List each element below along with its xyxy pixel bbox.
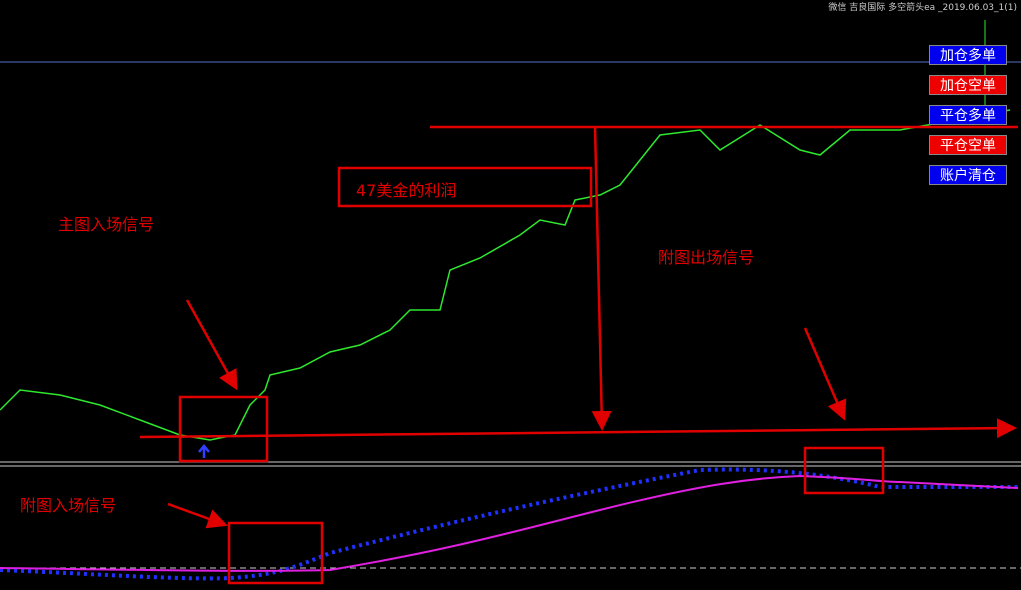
indicator-dots: [0, 467, 1018, 581]
pointer-arrow: [803, 327, 847, 421]
annotation: 主图入场信号: [58, 215, 155, 234]
annotation: 附图入场信号: [20, 496, 117, 515]
button[interactable]: 账户清仓: [929, 165, 1007, 185]
profit-arrow: [591, 126, 612, 431]
button[interactable]: 平仓多单: [929, 105, 1007, 125]
window-title: 微信 吉良国际 多空箭头ea _2019.06.03_1(1): [828, 3, 1017, 13]
button[interactable]: 加仓多单: [929, 45, 1007, 65]
pointer-arrow: [185, 299, 238, 391]
highlight-box: [803, 446, 885, 495]
highlight-box: [337, 166, 593, 208]
highlight-box: [227, 521, 324, 585]
entry-arrow: [198, 444, 210, 458]
price-path: [0, 109, 1011, 441]
highlight-box: [178, 395, 269, 463]
indicator-line: [0, 474, 1019, 572]
pointer-arrow: [167, 502, 228, 529]
button[interactable]: 加仓空单: [929, 75, 1007, 95]
entry-line: [139, 418, 1017, 439]
annotation: 附图出场信号: [658, 248, 755, 267]
annotation: 47美金的利润: [356, 181, 457, 200]
button[interactable]: 平仓空单: [929, 135, 1007, 155]
